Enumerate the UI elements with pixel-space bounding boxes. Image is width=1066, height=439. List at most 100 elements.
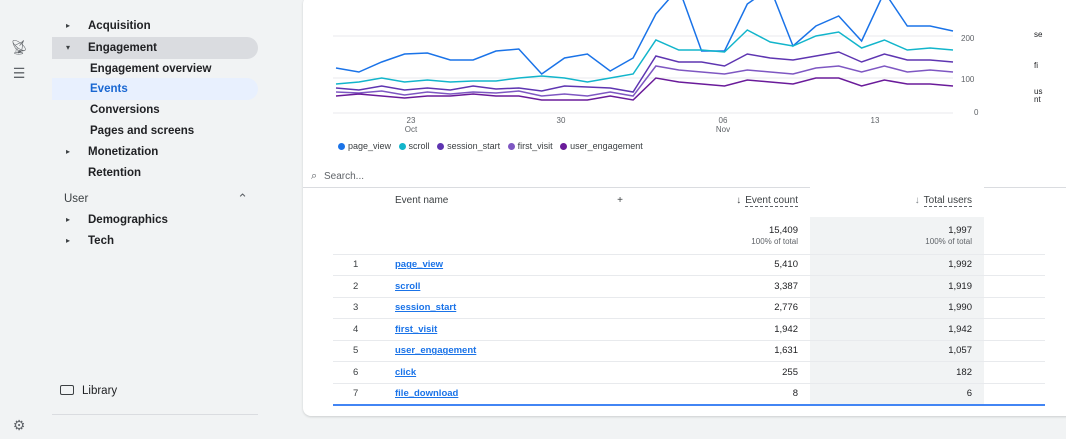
list-icon[interactable]: ☰ xyxy=(12,65,26,81)
nav-label: Engagement xyxy=(88,42,158,54)
table-row[interactable]: 3 session_start 2,776 1,990 xyxy=(333,297,1045,319)
col-event-count[interactable]: ↓ Event count xyxy=(736,194,798,207)
col-total-users[interactable]: ↓ Total users xyxy=(810,183,984,217)
left-rail: 📡︎ ☰ ⚙ xyxy=(0,0,40,439)
legend-item[interactable]: page_view xyxy=(338,141,391,151)
row-index: 3 xyxy=(353,302,359,314)
legend-dot xyxy=(437,143,445,150)
caret-down-icon: ▾ xyxy=(66,43,71,52)
total-users-cell: 1,992 xyxy=(810,254,984,276)
event-name-cell: session_start xyxy=(375,297,600,319)
chart-gridlines xyxy=(333,35,953,114)
table-row[interactable]: 7 file_download 8 6 xyxy=(333,383,1045,405)
table-row[interactable]: 5 user_engagement 1,631 1,057 xyxy=(333,340,1045,362)
x-tick-month: Nov xyxy=(716,125,730,134)
x-tick-month: Oct xyxy=(405,125,418,134)
total-users-cell: 1,057 xyxy=(810,340,984,362)
legend-label: page_view xyxy=(348,141,392,151)
series-line-page_view xyxy=(335,0,954,75)
row-index: 5 xyxy=(353,345,359,357)
y-tick-label: 200 xyxy=(961,34,975,43)
nav-engagement[interactable]: ▾ Engagement xyxy=(52,37,258,59)
nav-label: Retention xyxy=(88,167,142,179)
caret-right-icon: ▸ xyxy=(66,147,71,156)
total-users: 1,997 100% of total xyxy=(810,217,984,254)
section-label: User xyxy=(64,193,89,205)
total-users-cell: 1,990 xyxy=(810,297,984,319)
search-input[interactable]: Search... xyxy=(324,171,365,182)
section-user[interactable]: User ⌃ xyxy=(64,191,258,206)
nav-monetization[interactable]: ▸ Monetization xyxy=(52,141,258,163)
nav-acquisition[interactable]: ▸ Acquisition xyxy=(52,15,258,37)
legend-dot xyxy=(338,143,345,150)
event-count-cell: 1,631 xyxy=(774,345,798,357)
nav-label: Tech xyxy=(88,235,114,247)
event-name-cell: page_view xyxy=(375,254,600,276)
total-event-count: 15,409 100% of total xyxy=(751,224,798,246)
satellite-dish-icon[interactable]: 📡︎ xyxy=(10,39,28,55)
event-count-cell: 2,776 xyxy=(774,302,798,314)
event-name-link[interactable]: click xyxy=(395,366,417,378)
chart-series xyxy=(335,0,954,101)
legend-dot xyxy=(398,143,406,150)
truncated-label: nt xyxy=(1034,95,1041,104)
event-name-link[interactable]: file_download xyxy=(395,388,459,399)
table-row[interactable]: 6 click 255 182 xyxy=(333,361,1045,383)
event-name-link[interactable]: user_engagement xyxy=(395,345,477,357)
nav-retention[interactable]: Retention xyxy=(52,162,258,184)
legend-dot xyxy=(560,143,568,150)
nav-tech[interactable]: ▸ Tech xyxy=(52,230,258,252)
legend-label: user_engagement xyxy=(570,141,643,151)
event-count-cell: 255 xyxy=(782,366,798,378)
event-name-link[interactable]: session_start xyxy=(395,302,457,314)
series-line-scroll xyxy=(335,29,954,85)
event-name-cell: scroll xyxy=(375,276,600,298)
event-name-link[interactable]: first_visit xyxy=(395,323,438,335)
event-count-cell: 1,942 xyxy=(774,323,798,335)
report-nav: ▸ Acquisition ▾ Engagement Engagement ov… xyxy=(40,0,268,439)
nav-label: Acquisition xyxy=(88,20,151,32)
add-dimension-button[interactable]: + xyxy=(617,194,623,206)
legend-item[interactable]: user_engagement xyxy=(560,141,643,151)
nav-demographics[interactable]: ▸ Demographics xyxy=(52,209,258,231)
series-line-session_start xyxy=(335,51,954,93)
table-row[interactable]: 1 page_view 5,410 1,992 xyxy=(333,254,1045,276)
nav-label: Engagement overview xyxy=(90,63,212,75)
event-count-cell: 8 xyxy=(792,388,798,399)
library-link[interactable]: Library xyxy=(60,385,117,397)
table-row[interactable]: 2 scroll 3,387 1,919 xyxy=(333,275,1045,298)
nav-label: Events xyxy=(90,83,128,95)
truncated-label: fi xyxy=(1034,61,1038,70)
row-index: 6 xyxy=(353,366,359,378)
events-table: Event name + ↓ Event count ↓ Total users 1… xyxy=(333,183,1066,406)
legend-item[interactable]: session_start xyxy=(437,141,500,151)
totals-row: 15,409 100% of total 1,997 100% of total xyxy=(333,217,1045,254)
event-name-link[interactable]: page_view xyxy=(395,259,444,271)
legend-label: scroll xyxy=(408,141,430,151)
chart-legend: page_view scroll session_start first_vis… xyxy=(338,141,648,151)
sort-down-icon: ↓ xyxy=(914,194,920,206)
total-users-cell: 1,919 xyxy=(810,275,984,297)
nav-conversions[interactable]: Conversions xyxy=(52,99,258,121)
row-index: 4 xyxy=(353,323,359,335)
x-tick-day: 30 xyxy=(557,116,566,125)
nav-engagement-overview[interactable]: Engagement overview xyxy=(52,58,258,80)
table-row[interactable]: 4 first_visit 1,942 1,942 xyxy=(333,318,1045,341)
legend-item[interactable]: first_visit xyxy=(507,141,553,151)
legend-label: session_start xyxy=(447,141,501,151)
event-name-cell: first_visit xyxy=(375,319,600,341)
nav-events[interactable]: Events xyxy=(52,78,258,100)
legend-dot xyxy=(507,143,515,150)
divider xyxy=(52,414,258,415)
truncated-label: us xyxy=(1034,87,1043,96)
chevron-up-icon: ⌃ xyxy=(237,191,248,206)
legend-item[interactable]: scroll xyxy=(398,141,430,151)
table-search[interactable]: ⌕ Search... xyxy=(303,166,1066,188)
event-count-cell: 3,387 xyxy=(774,280,798,292)
event-name-link[interactable]: scroll xyxy=(395,280,421,292)
caret-right-icon: ▸ xyxy=(66,236,71,245)
y-tick-label: 0 xyxy=(974,108,979,117)
gear-icon[interactable]: ⚙ xyxy=(12,417,26,433)
nav-pages-and-screens[interactable]: Pages and screens xyxy=(52,120,258,142)
